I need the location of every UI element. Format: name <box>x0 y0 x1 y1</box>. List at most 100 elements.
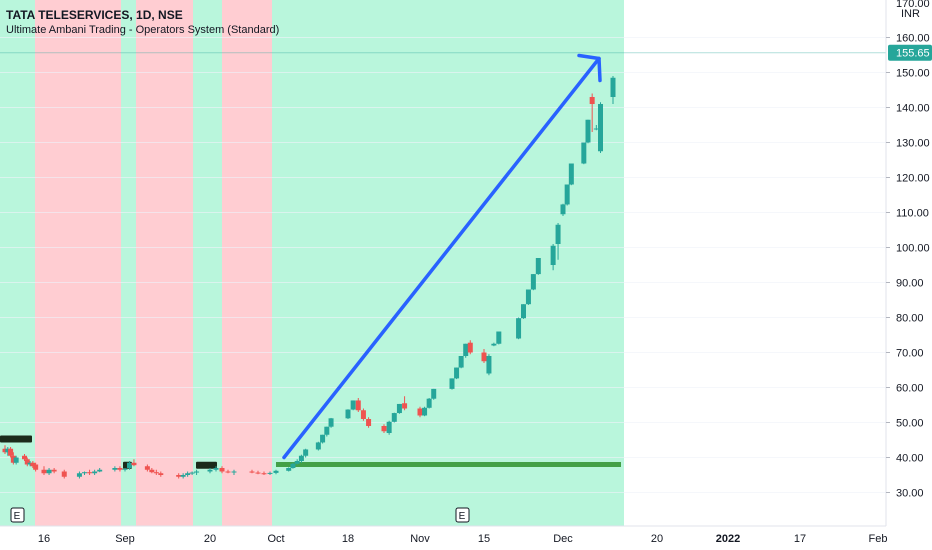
regime-background <box>0 0 624 526</box>
price-tick-label: 90.00 <box>896 278 924 290</box>
indicator-marker <box>0 435 32 443</box>
candle-body <box>24 459 30 465</box>
candle-body <box>449 378 455 389</box>
candle-body <box>46 469 52 474</box>
candle-body <box>350 400 356 410</box>
candle-body <box>231 471 237 473</box>
candle-body <box>10 455 16 463</box>
candle-body <box>585 119 591 143</box>
candle-body <box>568 163 574 185</box>
candle-body <box>294 461 300 464</box>
candle-body <box>324 426 330 435</box>
candle-body <box>213 468 219 470</box>
candle-body <box>589 97 595 104</box>
time-tick-label: 16 <box>38 533 50 545</box>
price-tick-label: 100.00 <box>896 243 930 255</box>
time-tick-label: 15 <box>478 533 490 545</box>
candle-body <box>149 469 155 473</box>
time-tick-label: 2022 <box>716 533 740 545</box>
candle-body <box>454 367 460 379</box>
current-price-label: 155.65 <box>896 48 930 60</box>
candle-body <box>126 462 132 468</box>
candle-body <box>360 410 366 419</box>
price-tick-label: 70.00 <box>896 348 924 360</box>
support-level-line <box>276 462 621 467</box>
candle-body <box>328 418 334 427</box>
time-tick-label: Nov <box>410 533 430 545</box>
time-axis-bg <box>0 526 886 550</box>
candle-body <box>122 468 128 470</box>
time-axis: 16 Sep 20 Oct 18 Nov 15 Dec 20 2022 17 Feb <box>0 525 887 550</box>
candle-body <box>8 448 14 456</box>
candle-body <box>112 468 118 470</box>
price-tick-label: 150.00 <box>896 68 930 80</box>
candle-body <box>530 274 536 290</box>
current-price-badge <box>888 44 932 61</box>
trend-arrow <box>282 53 602 460</box>
regime-band-bullish <box>193 0 222 526</box>
candle-body <box>391 413 397 422</box>
trend-arrow-head <box>577 53 602 83</box>
candle-body <box>87 472 93 474</box>
price-axis-top: 170.00 <box>896 0 930 10</box>
candle-body <box>463 343 469 356</box>
candle-body <box>555 224 561 244</box>
price-grid <box>0 37 886 493</box>
candle-body <box>30 462 36 467</box>
candle-body <box>273 470 279 473</box>
candle-body <box>41 469 47 474</box>
regime-band-bearish <box>222 0 272 526</box>
candle-body <box>22 455 27 460</box>
price-tick-label: 120.00 <box>896 173 930 185</box>
price-axis-bg <box>886 0 932 550</box>
candle-body <box>496 331 502 344</box>
candle-body <box>402 403 408 409</box>
candle-body <box>290 463 296 468</box>
candle-body <box>286 468 292 471</box>
price-tick-label: 50.00 <box>896 418 924 430</box>
candle-body <box>593 128 599 130</box>
candle-body <box>2 448 8 453</box>
candle-body <box>153 472 159 474</box>
candle-body <box>560 204 566 215</box>
price-tick-label: 30.00 <box>896 488 924 500</box>
candle-body <box>92 471 98 474</box>
regime-band-bearish <box>136 0 193 526</box>
candle-body <box>386 421 392 433</box>
regime-band-bullish <box>121 0 136 526</box>
candle-body <box>298 455 304 461</box>
candle-body <box>97 469 103 472</box>
indicator-title[interactable]: Ultimate Ambani Trading - Operators Syst… <box>6 24 280 36</box>
candle-body <box>355 400 361 411</box>
candle-body <box>249 471 255 473</box>
price-tick-label: 60.00 <box>896 383 924 395</box>
candle-body <box>255 472 261 474</box>
time-tick-label: 20 <box>651 533 663 545</box>
candle-body <box>481 352 487 362</box>
candle-body <box>467 342 473 353</box>
candle-body <box>521 304 526 319</box>
candle-body <box>13 457 19 463</box>
candle-body <box>366 419 372 426</box>
candle-body <box>5 448 11 453</box>
candle-body <box>417 408 423 416</box>
regime-band-bullish <box>272 0 624 526</box>
time-tick-label: Oct <box>267 533 284 545</box>
earnings-marker-box <box>455 507 470 523</box>
candle-body <box>610 77 616 97</box>
candle-body <box>189 472 195 474</box>
candle-body <box>303 449 309 456</box>
price-tick-label: 160.00 <box>896 33 930 45</box>
candle-body <box>315 442 321 450</box>
support-bar <box>276 462 621 467</box>
candle-body <box>225 471 231 473</box>
candle-body <box>33 464 39 470</box>
candle-body <box>185 473 191 475</box>
candle-body <box>176 475 182 477</box>
currency-label: INR <box>901 8 920 20</box>
candle-body <box>76 473 82 477</box>
candle-body <box>345 409 351 419</box>
candle-body <box>267 472 273 474</box>
